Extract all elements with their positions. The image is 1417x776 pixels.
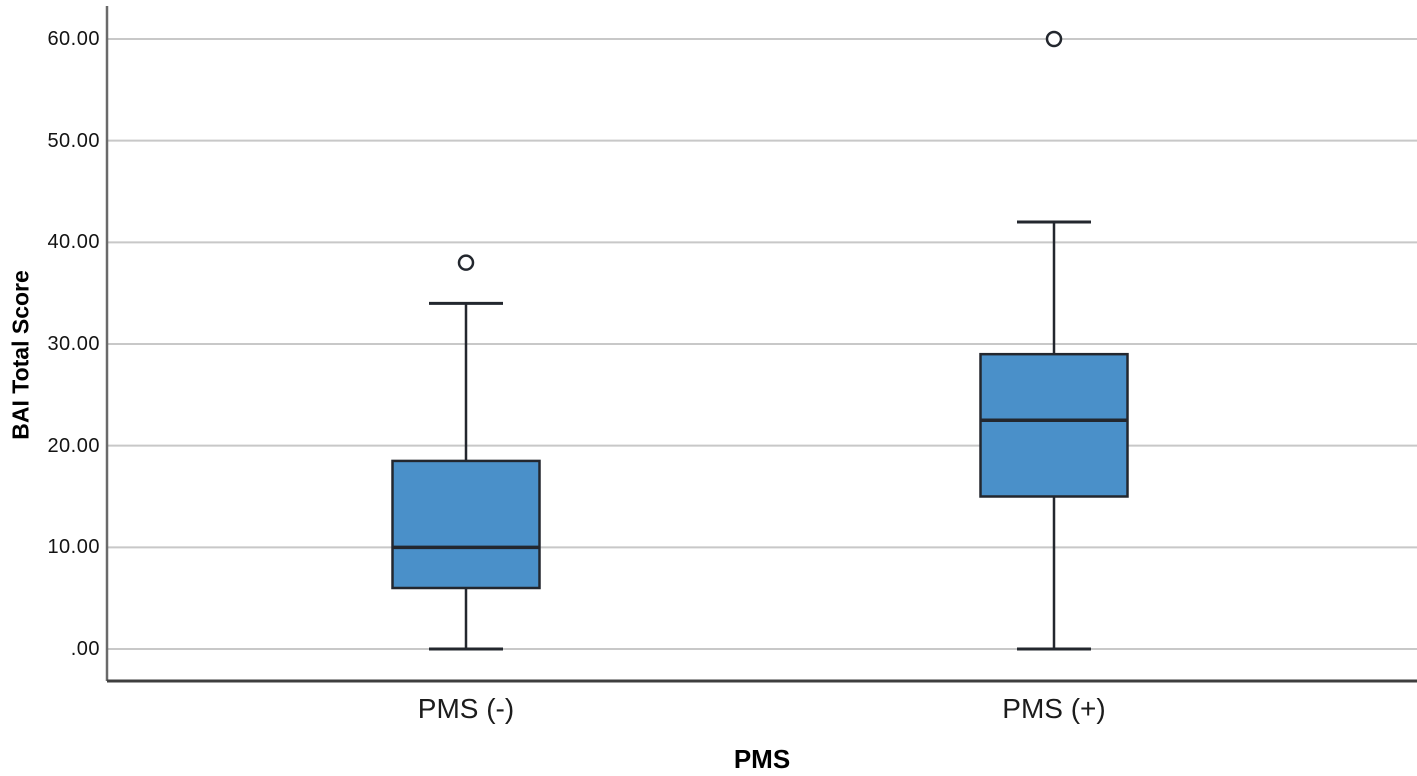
outlier-point-icon: [457, 254, 475, 271]
y-tick-label: 40.00: [47, 231, 100, 254]
y-axis-title: BAI Total Score: [7, 270, 34, 440]
box-0: [391, 459, 541, 590]
y-tick-label: .00: [70, 638, 100, 660]
category-label-pms-positive: PMS (+): [1002, 693, 1106, 724]
y-tick-label: 30.00: [47, 332, 100, 355]
y-tick-label: 60.00: [47, 27, 100, 50]
category-label-pms-negative: PMS (-): [417, 693, 515, 724]
x-axis-title: PMS: [733, 744, 791, 774]
outlier-point-icon: [1045, 30, 1063, 48]
y-tick-label: 10.00: [47, 536, 100, 559]
y-tick-label: 50.00: [47, 129, 100, 152]
y-tick-label: 20.00: [47, 434, 100, 457]
box-1: [979, 352, 1129, 498]
